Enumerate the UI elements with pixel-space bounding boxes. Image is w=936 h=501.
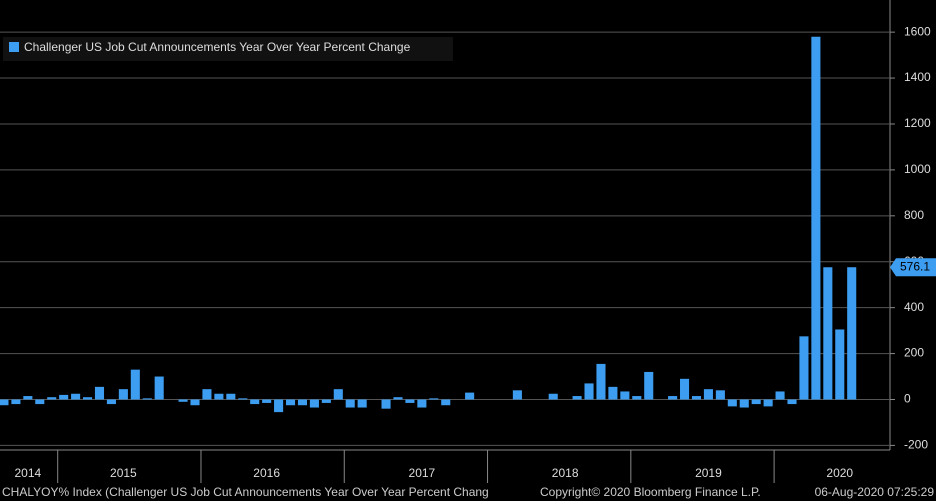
bar [847, 267, 857, 400]
bar [285, 399, 296, 406]
bar [680, 378, 690, 400]
footer-ticker: CHALYOY% Index (Challenger US Job Cut An… [2, 485, 489, 499]
y-tick-label: 800 [904, 208, 924, 222]
bar [118, 389, 128, 400]
bar [512, 390, 522, 400]
bar [130, 369, 140, 400]
bar [357, 399, 367, 408]
x-tick-label: 2018 [552, 466, 579, 480]
bar [751, 399, 761, 405]
legend-label: Challenger US Job Cut Announcements Year… [24, 40, 411, 54]
bar [393, 397, 403, 400]
bar [309, 399, 319, 408]
footer-copyright: Copyright© 2020 Bloomberg Finance L.P. [540, 485, 761, 499]
bar [35, 399, 45, 405]
bar [202, 389, 212, 400]
bar [238, 398, 248, 400]
bar [226, 393, 236, 400]
bar [465, 392, 475, 400]
x-tick-label: 2015 [110, 466, 137, 480]
bar [644, 371, 654, 400]
x-tick-label: 2014 [14, 466, 41, 480]
bar [59, 394, 69, 400]
bar [11, 399, 21, 405]
bar [94, 386, 105, 400]
bar [0, 399, 9, 406]
bar [632, 396, 642, 400]
bar [83, 397, 93, 400]
bar [262, 399, 272, 403]
bar [799, 336, 809, 400]
bar [596, 363, 606, 400]
bar [178, 399, 188, 402]
bar [703, 389, 713, 400]
bar [835, 329, 845, 400]
bar [775, 391, 785, 400]
bar [763, 399, 773, 407]
x-tick-label: 2019 [695, 466, 722, 480]
bar [823, 267, 833, 400]
x-tick-label: 2017 [409, 466, 436, 480]
bar [71, 393, 81, 400]
bar [620, 391, 630, 400]
y-tick-label: 200 [904, 346, 924, 360]
legend-box [3, 37, 453, 61]
bar [321, 399, 331, 403]
y-tick-label: 1600 [904, 24, 931, 38]
x-tick-label: 2020 [826, 466, 853, 480]
bar [441, 399, 451, 406]
x-tick-label: 2016 [253, 466, 280, 480]
bar [106, 399, 116, 405]
y-tick-label: -200 [904, 438, 928, 452]
bar [417, 399, 427, 408]
bar [297, 399, 308, 406]
y-tick-label: 0 [904, 392, 911, 406]
bar [345, 399, 355, 408]
bar [429, 398, 439, 400]
bar [23, 396, 33, 400]
bar [274, 399, 284, 413]
y-tick-label: 400 [904, 300, 924, 314]
bar [154, 376, 164, 400]
bar [548, 393, 558, 400]
bar [811, 36, 821, 400]
y-tick-label: 1000 [904, 162, 931, 176]
bar [190, 399, 200, 406]
bar [405, 399, 415, 403]
bar [691, 396, 702, 400]
bar [715, 390, 725, 400]
bar [47, 397, 57, 400]
bar [608, 386, 618, 400]
y-tick-label: 1400 [904, 70, 931, 84]
bar [739, 399, 749, 408]
last-value-tag [890, 258, 936, 277]
bar [668, 396, 678, 400]
bar [333, 389, 343, 400]
bar [584, 383, 594, 400]
footer-date: 06-Aug-2020 07:25:29 [815, 485, 935, 499]
bar [381, 399, 391, 409]
bar [787, 399, 797, 405]
last-value-label: 576.1 [900, 259, 930, 273]
legend-swatch [9, 42, 19, 52]
y-tick-label: 1200 [904, 116, 931, 130]
bar [572, 396, 582, 400]
bar [250, 399, 260, 405]
bar [214, 393, 224, 400]
bar [142, 398, 152, 400]
bar [727, 399, 737, 407]
